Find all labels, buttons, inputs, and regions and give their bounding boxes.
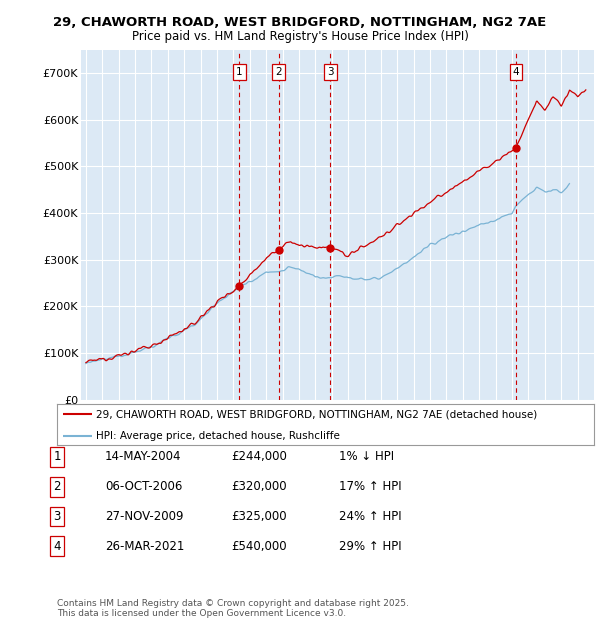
Text: 17% ↑ HPI: 17% ↑ HPI: [339, 480, 401, 493]
Text: Price paid vs. HM Land Registry's House Price Index (HPI): Price paid vs. HM Land Registry's House …: [131, 30, 469, 43]
Text: 2: 2: [275, 68, 282, 78]
Text: £325,000: £325,000: [231, 510, 287, 523]
Text: 29% ↑ HPI: 29% ↑ HPI: [339, 540, 401, 552]
Text: 24% ↑ HPI: 24% ↑ HPI: [339, 510, 401, 523]
Text: 4: 4: [53, 540, 61, 552]
Text: 06-OCT-2006: 06-OCT-2006: [105, 480, 182, 493]
Text: 29, CHAWORTH ROAD, WEST BRIDGFORD, NOTTINGHAM, NG2 7AE: 29, CHAWORTH ROAD, WEST BRIDGFORD, NOTTI…: [53, 16, 547, 29]
Text: 1: 1: [53, 451, 61, 463]
Text: 3: 3: [327, 68, 334, 78]
Text: 26-MAR-2021: 26-MAR-2021: [105, 540, 184, 552]
Text: Contains HM Land Registry data © Crown copyright and database right 2025.
This d: Contains HM Land Registry data © Crown c…: [57, 599, 409, 618]
Text: 1: 1: [236, 68, 242, 78]
Text: £244,000: £244,000: [231, 451, 287, 463]
Text: 14-MAY-2004: 14-MAY-2004: [105, 451, 182, 463]
Text: HPI: Average price, detached house, Rushcliffe: HPI: Average price, detached house, Rush…: [95, 431, 340, 441]
Text: 27-NOV-2009: 27-NOV-2009: [105, 510, 184, 523]
Text: £320,000: £320,000: [231, 480, 287, 493]
Text: £540,000: £540,000: [231, 540, 287, 552]
Text: 4: 4: [512, 68, 519, 78]
Text: 2: 2: [53, 480, 61, 493]
Text: 29, CHAWORTH ROAD, WEST BRIDGFORD, NOTTINGHAM, NG2 7AE (detached house): 29, CHAWORTH ROAD, WEST BRIDGFORD, NOTTI…: [95, 409, 537, 419]
Text: 1% ↓ HPI: 1% ↓ HPI: [339, 451, 394, 463]
Text: 3: 3: [53, 510, 61, 523]
